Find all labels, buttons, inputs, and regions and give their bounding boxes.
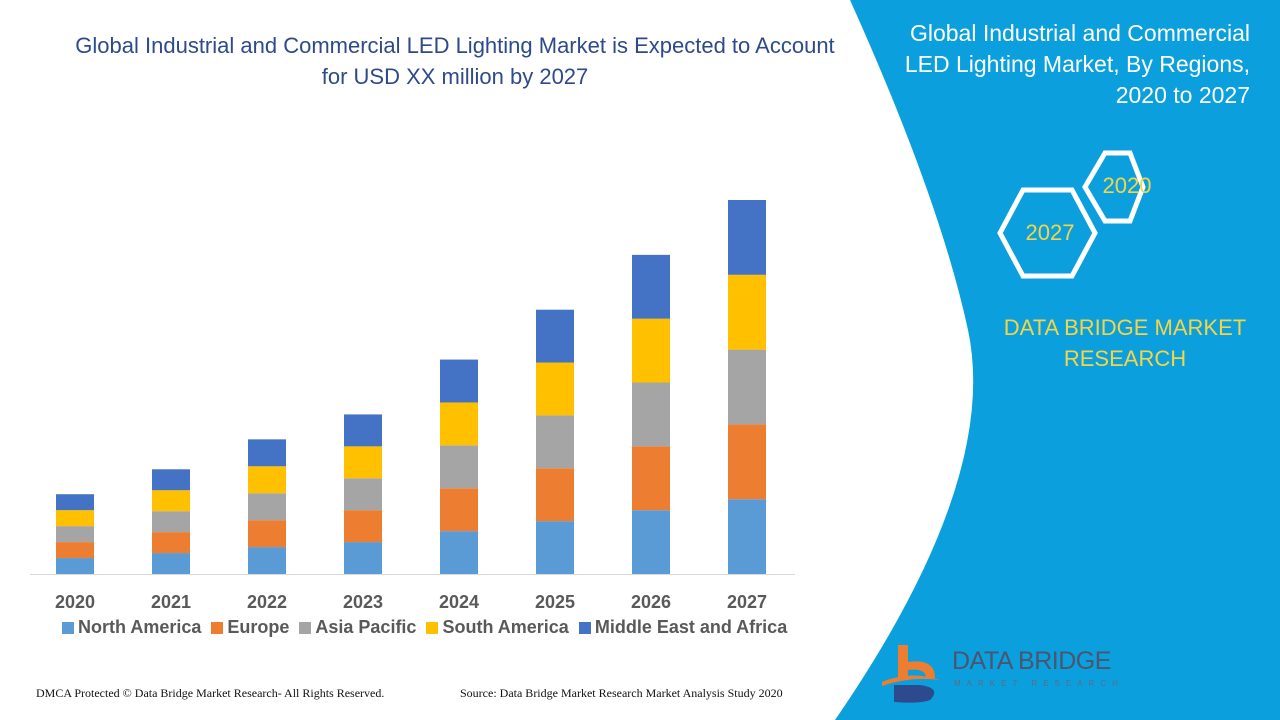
legend-label: Middle East and Africa [594,617,788,637]
bar-segment [632,382,670,447]
brand-text: DATA BRIDGE MARKET RESEARCH [1003,315,1247,371]
x-tick-label: 2021 [151,592,191,612]
data-bridge-logo-icon [882,645,940,703]
bar-segment [56,510,94,527]
bar-segment [152,469,190,491]
hexagon-icon [997,150,1146,279]
bar-segment [632,318,670,383]
bar-segment [152,511,190,533]
bar-segment [248,439,286,467]
bar-segment [344,478,382,511]
bar-segment [536,468,574,522]
x-tick-label: 2022 [247,592,287,612]
bar-segment [632,446,670,511]
bar-segment [728,349,766,425]
footer-copyright: DMCA Protected © Data Bridge Market Rese… [36,686,385,700]
legend-swatch [62,621,74,634]
legend-item: South America [426,617,569,638]
legend: North America Europe Asia Pacific South … [62,617,787,638]
bar-segment [56,558,94,574]
legend-item: Europe [211,617,289,638]
legend-swatch [211,621,224,634]
bar-segment [248,493,286,521]
chart-title: Global Industrial and Commercial LED Lig… [75,33,835,89]
legend-swatch [578,621,591,634]
bar-segment [56,526,94,543]
legend-label: South America [442,617,569,637]
bar-segment [728,499,766,574]
x-tick-label: 2020 [55,592,95,612]
bar-segment [536,309,574,363]
legend-label: North America [78,617,202,637]
legend-item: Asia Pacific [299,617,416,638]
bar-segment [536,362,574,416]
bar-segment [344,414,382,447]
bar-segment [440,402,478,446]
bar-segment [440,531,478,574]
legend-label: Asia Pacific [315,617,417,637]
bar-segment [248,547,286,574]
bar-segment [728,424,766,500]
bar-segment [248,466,286,494]
bar-segment [344,542,382,574]
bar-segment [152,532,190,554]
bar-segment [440,445,478,489]
side-title: Global Industrial and Commercial LED Lig… [904,20,1250,108]
bar-segment [728,200,766,275]
logo-subtitle: MARKET RESEARCH [954,679,1124,688]
bar-segment [344,446,382,479]
x-tick-label: 2027 [727,592,767,612]
bar-segment [152,553,190,574]
legend-swatch [299,621,312,634]
bar-segment [632,510,670,574]
bar-segment [248,520,286,548]
legend-item: Middle East and Africa [578,617,788,638]
bar-segment [344,510,382,543]
bar-segment [536,521,574,574]
bar-segment [632,254,670,319]
bar-segment [152,490,190,512]
x-tick-label: 2023 [343,592,383,612]
hex-label-2027: 2027 [1025,220,1075,245]
x-tick-label: 2025 [535,592,575,612]
footer-source: Source: Data Bridge Market Research Mark… [460,686,783,700]
bar-segment [440,488,478,532]
hex-label-2020: 2020 [1102,173,1152,198]
bar-segment [440,359,478,403]
bar-segment [56,494,94,511]
legend-swatch [426,621,439,634]
bar-segment [728,274,766,350]
legend-item: North America [62,617,201,638]
x-tick-label: 2026 [631,592,671,612]
logo-name: DATA BRIDGE [952,647,1111,675]
legend-label: Europe [227,617,290,637]
bar-segment [536,415,574,469]
x-tick-label: 2024 [439,592,479,612]
bar-segment [56,542,94,559]
